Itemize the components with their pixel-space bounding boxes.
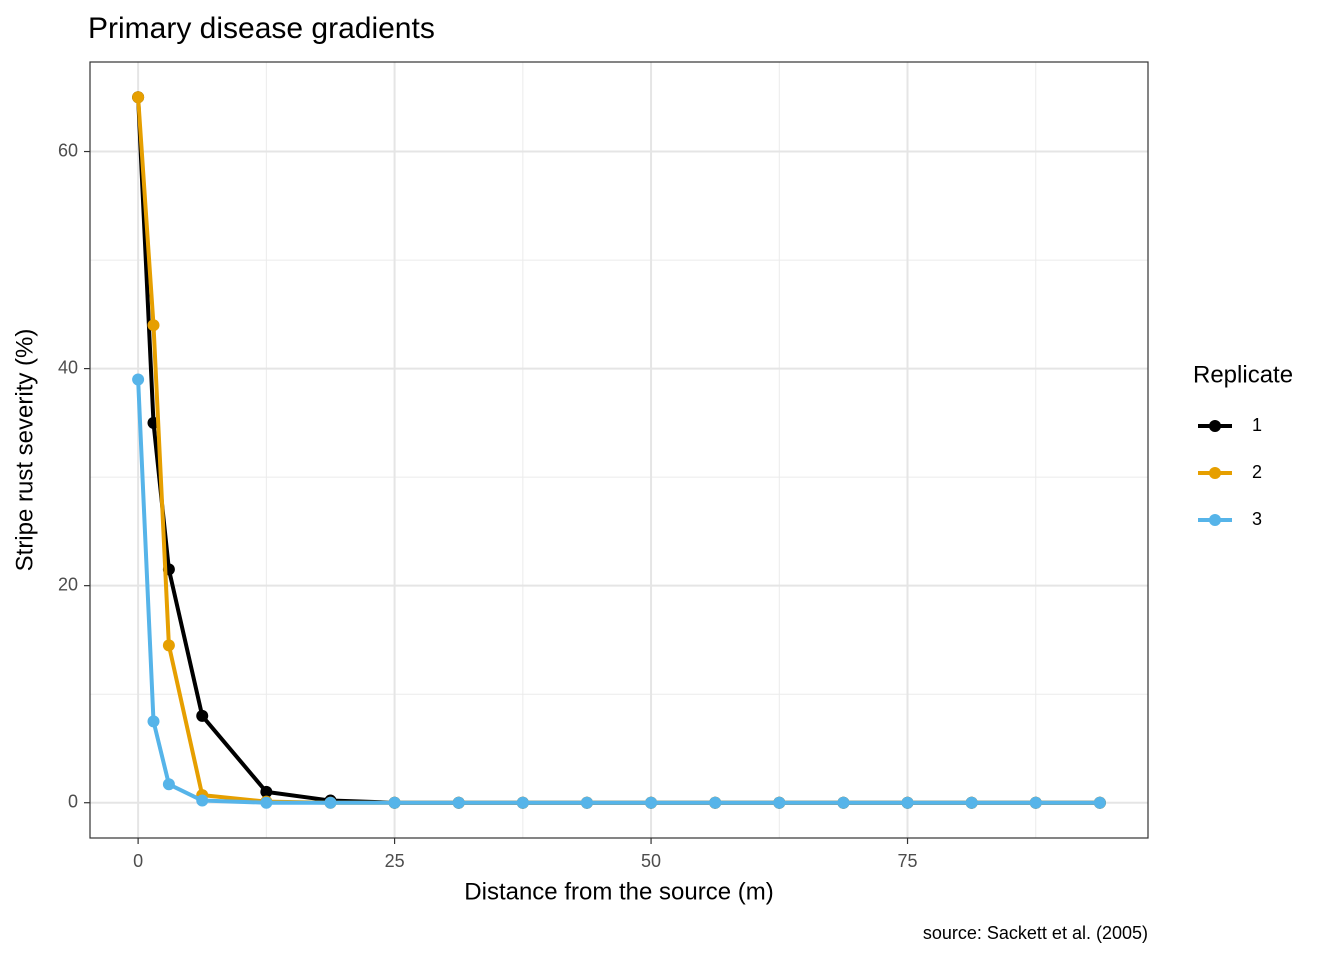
- data-point: [645, 796, 658, 809]
- x-tick-label: 50: [641, 851, 661, 871]
- y-tick-label: 40: [58, 357, 78, 377]
- data-point: [388, 796, 401, 809]
- data-point: [837, 796, 850, 809]
- data-point: [773, 796, 786, 809]
- y-tick-label: 0: [68, 791, 78, 811]
- legend-title: Replicate: [1193, 361, 1293, 388]
- series-line: [136, 97, 1100, 805]
- data-point: [324, 796, 337, 809]
- data-point: [260, 785, 273, 798]
- legend-swatch-point: [1209, 420, 1221, 432]
- data-point: [580, 796, 593, 809]
- plot-border: [89, 61, 1149, 839]
- x-tick-label: 25: [385, 851, 405, 871]
- x-tick-label: 0: [133, 851, 143, 871]
- series-line: [136, 379, 1100, 805]
- data-point: [162, 639, 175, 652]
- data-point: [147, 715, 160, 728]
- legend-label: 3: [1252, 509, 1262, 529]
- chart-title: Primary disease gradients: [88, 12, 435, 45]
- data-point: [132, 91, 145, 104]
- y-tick-label: 20: [58, 574, 78, 594]
- data-point: [196, 794, 209, 807]
- caption: source: Sackett et al. (2005): [923, 923, 1148, 943]
- x-tick-label: 75: [898, 851, 918, 871]
- data-point: [709, 796, 722, 809]
- data-point: [1029, 796, 1042, 809]
- data-point: [260, 796, 273, 809]
- data-point: [196, 709, 209, 722]
- data-point: [1093, 796, 1106, 809]
- y-tick-label: 60: [58, 140, 78, 160]
- data-point: [452, 796, 465, 809]
- data-point: [162, 778, 175, 791]
- legend-swatch-point: [1209, 514, 1221, 526]
- x-axis-title: Distance from the source (m): [464, 878, 773, 905]
- y-axis-title: Stripe rust severity (%): [11, 329, 38, 572]
- data-point: [147, 319, 160, 332]
- data-point: [516, 796, 529, 809]
- data-point: [965, 796, 978, 809]
- data-point: [132, 373, 145, 386]
- legend-swatch-point: [1209, 467, 1221, 479]
- series-line: [136, 97, 1100, 805]
- data-point: [901, 796, 914, 809]
- legend-label: 1: [1252, 415, 1262, 435]
- legend-label: 2: [1252, 462, 1262, 482]
